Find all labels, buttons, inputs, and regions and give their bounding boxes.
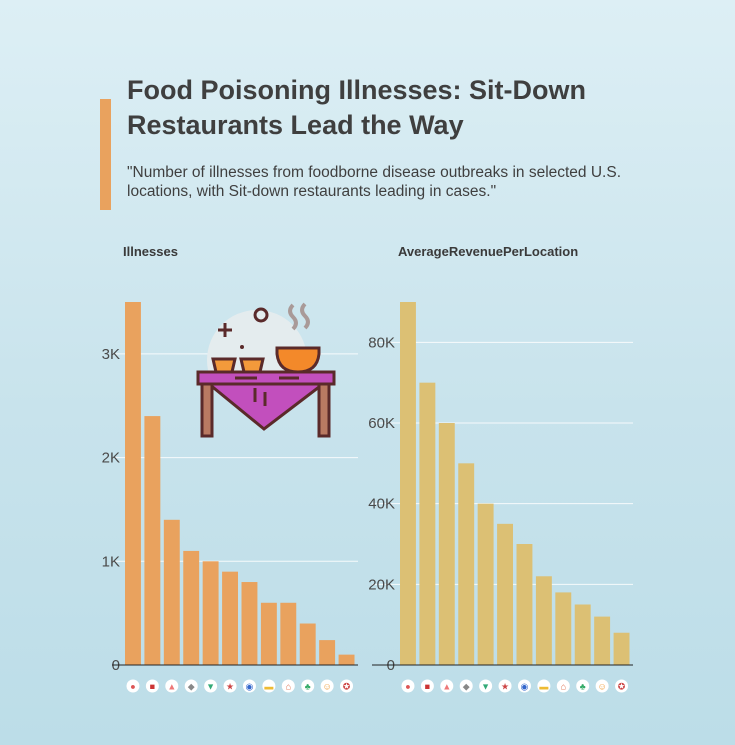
bar — [458, 463, 475, 665]
y-tick-label: 2K — [102, 450, 120, 467]
bar — [222, 571, 239, 665]
category-icon-bg — [301, 679, 315, 693]
bar — [477, 503, 494, 665]
worker-icon: ▼ — [206, 682, 215, 692]
bar — [338, 654, 355, 665]
category-icon-bg — [204, 679, 218, 693]
category-icon-bg — [126, 679, 140, 693]
y-axis-label: AverageRevenuePerLocation — [398, 244, 578, 259]
bar — [260, 602, 277, 665]
bar — [299, 623, 316, 665]
y-axis-label: Illnesses — [123, 244, 178, 259]
category-icon-bg — [401, 679, 415, 693]
bar — [613, 632, 630, 665]
pot-icon: ◆ — [463, 682, 470, 692]
category-icon-bg — [556, 679, 570, 693]
catering-truck-icon: ▲ — [442, 682, 451, 692]
category-icon-bg — [615, 679, 629, 693]
category-icon-bg — [281, 679, 295, 693]
picnic-table-icon: ★ — [226, 682, 234, 692]
bar — [125, 302, 141, 665]
bar — [497, 523, 514, 665]
bar — [516, 544, 533, 665]
medal-icon: ■ — [425, 682, 430, 692]
category-icon-bg — [576, 679, 590, 693]
catering-truck-icon: ■ — [150, 682, 155, 692]
bar — [438, 423, 455, 665]
category-icon-bg — [517, 679, 531, 693]
category-icon-bg — [340, 679, 354, 693]
category-icon-bg — [184, 679, 198, 693]
category-icon-bg — [459, 679, 473, 693]
banquet-icon: ♣ — [580, 682, 586, 692]
fence-icon: ◆ — [188, 682, 195, 692]
restaurant-table-icon — [196, 302, 336, 438]
y-tick-label: 80K — [368, 334, 395, 351]
category-icon-bg — [537, 679, 551, 693]
bar — [241, 582, 258, 665]
picnic-table-icon: ▬ — [539, 682, 548, 692]
category-icon-bg — [320, 679, 334, 693]
bar — [202, 561, 219, 665]
banquet-icon: ▬ — [264, 682, 273, 692]
category-icon-bg — [498, 679, 512, 693]
bar — [183, 550, 200, 665]
bar — [535, 576, 552, 665]
title-accent-bar — [100, 99, 111, 210]
people-icon: ★ — [501, 682, 509, 692]
people-icon: ▲ — [167, 682, 176, 692]
family-icon: ● — [405, 682, 410, 692]
bar — [163, 519, 180, 665]
location-pin-icon: ▼ — [481, 682, 490, 692]
bar — [594, 616, 611, 665]
category-icon-bg — [242, 679, 256, 693]
category-icon-bg — [420, 679, 434, 693]
bar — [319, 640, 336, 665]
y-tick-label: 60K — [368, 415, 395, 432]
location-pin-icon: ● — [130, 682, 135, 692]
bar — [555, 592, 572, 665]
y-tick-label: 20K — [368, 576, 395, 593]
family-icon: ☺ — [323, 682, 332, 692]
y-tick-label: 3K — [102, 346, 120, 363]
medal-icon: ✪ — [343, 682, 351, 692]
house-icon: ✪ — [618, 682, 626, 692]
category-icon-bg — [165, 679, 179, 693]
pot-icon: ◉ — [246, 682, 254, 692]
bar — [419, 382, 436, 665]
chart-title: Food Poisoning Illnesses: Sit-Down Resta… — [127, 75, 587, 140]
tree-icon: ☺ — [598, 682, 607, 692]
fence-icon: ⌂ — [561, 682, 566, 692]
y-tick-label: 1K — [102, 553, 120, 570]
category-icon-bg — [262, 679, 276, 693]
category-icon-bg — [145, 679, 159, 693]
bar — [280, 602, 297, 665]
bar — [144, 416, 161, 665]
worker-icon: ◉ — [521, 682, 529, 692]
y-tick-label: 40K — [368, 496, 395, 513]
bar — [574, 604, 591, 665]
category-icon-bg — [223, 679, 237, 693]
bar — [400, 302, 416, 665]
category-icon-bg — [440, 679, 454, 693]
chart-subtitle: "Number of illnesses from foodborne dise… — [127, 164, 622, 200]
house-icon: ⌂ — [286, 682, 291, 692]
tree-icon: ♣ — [305, 682, 311, 692]
category-icon-bg — [479, 679, 493, 693]
category-icon-bg — [595, 679, 609, 693]
